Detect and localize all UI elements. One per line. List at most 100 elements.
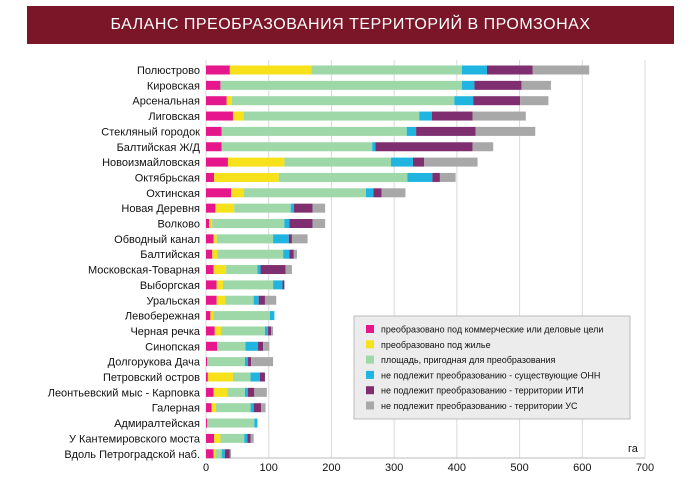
- bar-segment: [222, 280, 274, 290]
- legend-label: площадь, пригодная для преобразования: [381, 355, 556, 365]
- bar-segment: [293, 203, 313, 213]
- bar-segment: [213, 449, 216, 459]
- bar-segment: [261, 403, 266, 413]
- bar-segment: [454, 96, 474, 106]
- category-label: Новоизмайловская: [102, 157, 200, 169]
- bar-segment: [221, 142, 373, 152]
- category-label: Синопская: [145, 341, 200, 353]
- bar-segment: [259, 372, 265, 382]
- category-label: Уральская: [146, 295, 200, 307]
- bar-segment: [214, 326, 222, 336]
- bar-segment: [406, 126, 417, 136]
- bar-segment: [206, 96, 227, 106]
- bar-segment: [245, 341, 259, 351]
- bar-segment: [207, 357, 245, 367]
- bar-segment: [206, 326, 215, 336]
- bar-segment: [258, 295, 265, 305]
- category-label: Октябрьская: [135, 172, 200, 184]
- bar-segment: [290, 203, 294, 213]
- category-label: Петровский остров: [103, 372, 200, 384]
- bar-segment: [244, 387, 249, 397]
- bar-segment: [431, 111, 473, 121]
- bar-segment: [206, 341, 218, 351]
- bar-segment: [206, 80, 221, 90]
- bar-segment: [216, 295, 226, 305]
- bar-segment: [206, 280, 217, 290]
- bar-segment: [220, 80, 462, 90]
- legend-label: преобразовано под коммерческие или делов…: [381, 325, 603, 335]
- bar-segment: [257, 265, 261, 275]
- bar-segment: [206, 188, 232, 198]
- bar-segment: [391, 157, 413, 167]
- bar-segment: [217, 249, 284, 259]
- bar-segment: [206, 142, 222, 152]
- bar-segment: [244, 433, 248, 443]
- bar-segment: [521, 80, 551, 90]
- category-label: Охтинская: [146, 188, 200, 200]
- category-label: Выборгская: [140, 280, 200, 292]
- bar-segment: [254, 418, 258, 428]
- legend-swatch: [366, 386, 374, 395]
- bar-segment: [250, 372, 260, 382]
- category-label: Балтийская: [140, 249, 200, 261]
- bar-segment: [461, 65, 487, 75]
- bar-segment: [220, 433, 245, 443]
- bar-segment: [207, 418, 255, 428]
- bar-segment: [226, 265, 258, 275]
- bar-segment: [278, 172, 408, 182]
- bar-segment: [312, 219, 326, 228]
- bar-segment: [373, 188, 382, 198]
- bar-segment: [472, 111, 526, 121]
- bar-segment: [213, 311, 270, 321]
- bar-segment: [206, 357, 208, 367]
- category-label: Вдоль Петроградской наб.: [64, 449, 200, 461]
- bar-segment: [289, 249, 294, 259]
- bar-segment: [206, 265, 214, 275]
- bar-segment: [375, 142, 473, 152]
- bar-segment: [206, 403, 212, 413]
- x-tick-label: 200: [322, 462, 340, 474]
- x-axis: 0 100 200 300 400 500 600 700: [203, 462, 654, 474]
- bar-segment: [206, 449, 214, 459]
- bar-segment: [282, 280, 285, 290]
- bar-segment: [520, 96, 549, 106]
- bar-segment: [229, 449, 232, 459]
- bar-segment: [248, 387, 255, 397]
- bar-segment: [206, 219, 210, 228]
- category-label: Стекляный городок: [101, 126, 200, 138]
- bar-segment: [221, 449, 225, 459]
- bar-segment: [206, 172, 215, 182]
- legend-swatch: [366, 370, 374, 379]
- x-tick-label: 500: [510, 462, 528, 474]
- chart-title: БАЛАНС ПРЕОБРАЗОВАНИЯ ТЕРРИТОРИЙ В ПРОМЗ…: [110, 16, 591, 33]
- bar-segment: [212, 219, 285, 228]
- bar-segment: [258, 341, 264, 351]
- bar-segment: [213, 265, 227, 275]
- bar-segment: [273, 280, 283, 290]
- category-labels: Полюстрово Кировская Арсенальная Лиговская С…: [48, 65, 201, 461]
- category-label: Полюстрово: [137, 65, 200, 77]
- bar-segment: [311, 65, 462, 75]
- bar-segment: [214, 433, 221, 443]
- bar-segment: [284, 157, 392, 167]
- legend-swatch: [366, 340, 374, 349]
- bar-segment: [227, 157, 285, 167]
- bar-segment: [432, 172, 440, 182]
- bar-segment: [215, 449, 222, 459]
- bar-segment: [234, 203, 291, 213]
- legend-swatch: [366, 401, 374, 410]
- x-tick-label: 300: [385, 462, 403, 474]
- bar-segment: [231, 96, 455, 106]
- bar-segment: [216, 280, 223, 290]
- bar-segment: [216, 403, 251, 413]
- bar-segment: [263, 341, 270, 351]
- bar-segment: [206, 387, 214, 397]
- bar-segment: [475, 126, 536, 136]
- bar-segment: [232, 111, 244, 121]
- bar-segment: [206, 249, 213, 259]
- bar-segment: [312, 203, 326, 213]
- category-label: Черная речка: [130, 326, 200, 338]
- legend-label: не подлежит преобразованию - территории …: [381, 386, 584, 396]
- bar-segment: [439, 172, 456, 182]
